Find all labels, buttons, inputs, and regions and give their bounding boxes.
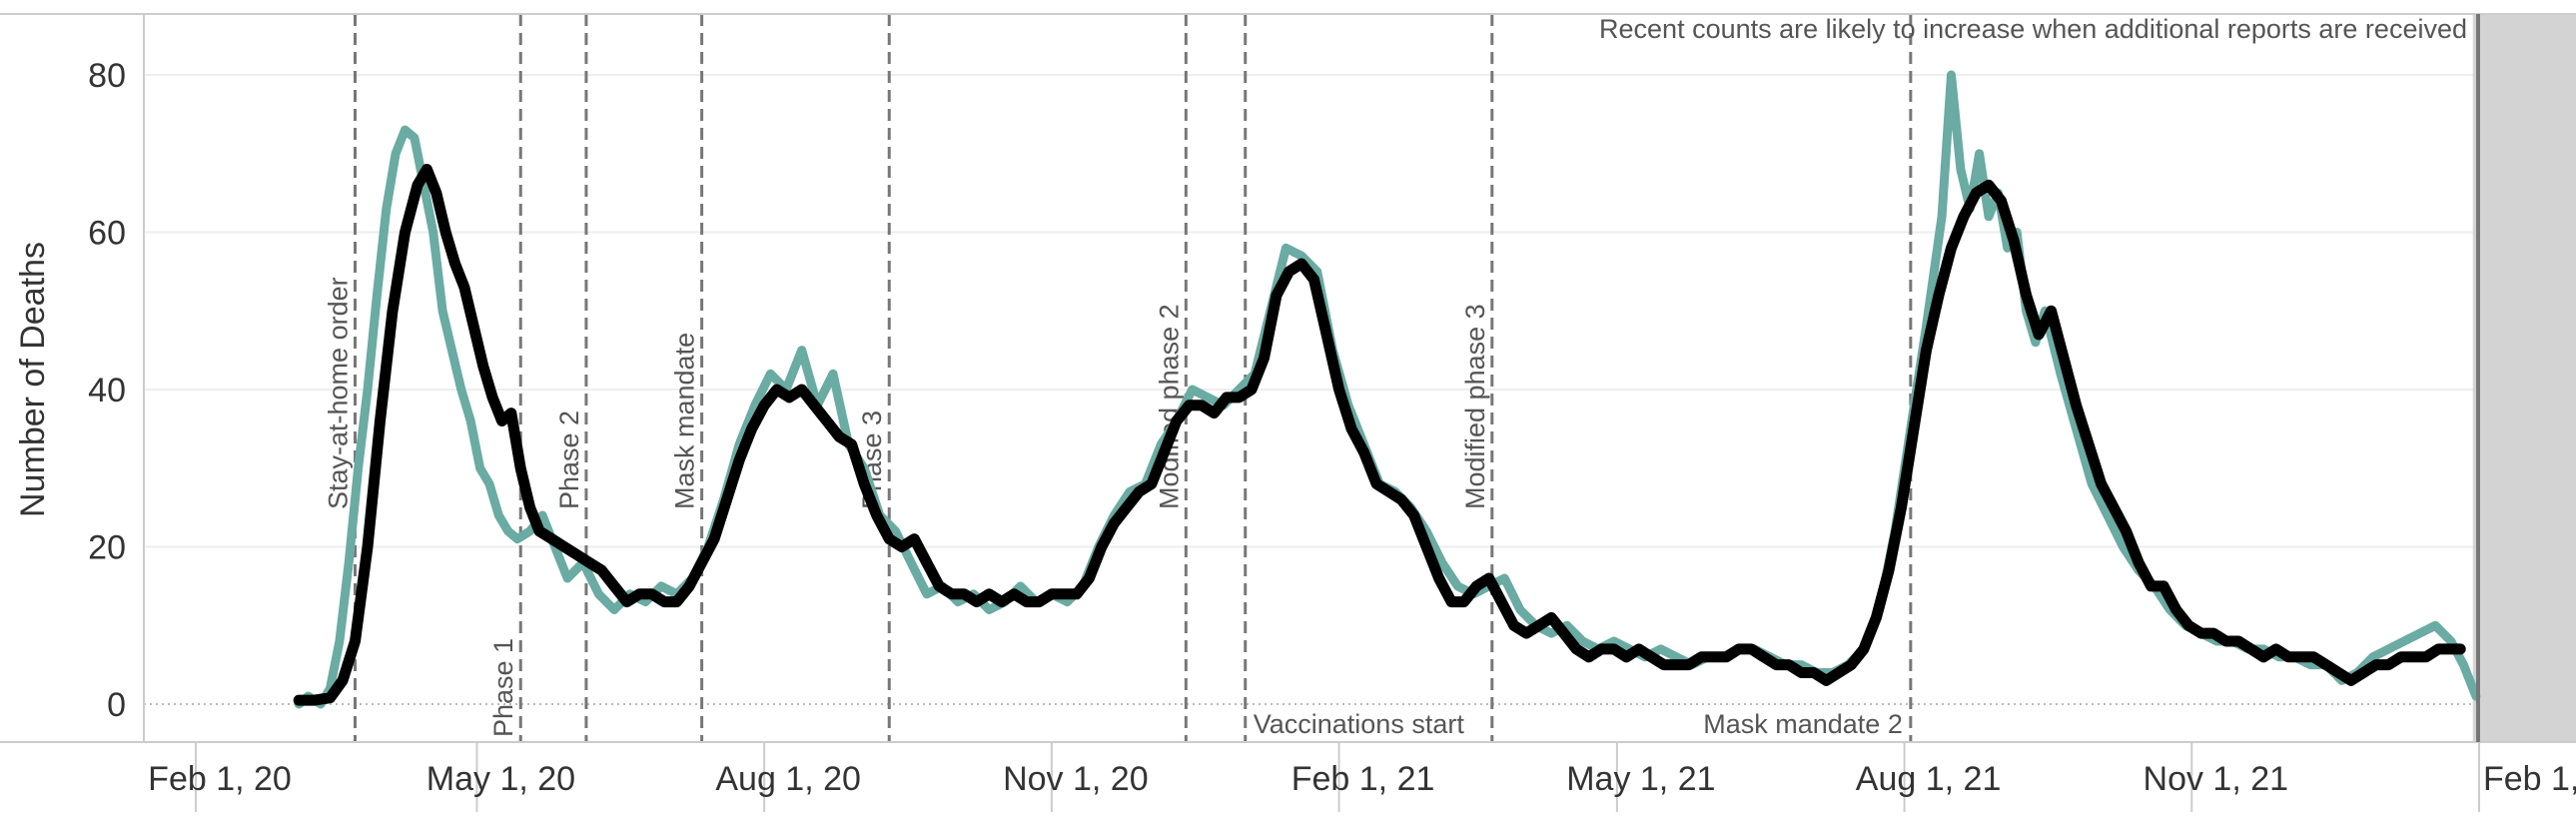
y-tick-label: 60 <box>88 215 126 253</box>
y-tick-label: 0 <box>107 686 126 724</box>
rolling-average-line <box>293 164 2466 706</box>
x-tick-label: Nov 1, 21 <box>2144 760 2289 798</box>
event-label: Stay-at-home order <box>323 277 353 509</box>
y-tick-label: 80 <box>88 57 126 95</box>
recent-counts-note: Recent counts are likely to increase whe… <box>1599 14 2467 44</box>
event-label: Phase 2 <box>554 411 584 509</box>
series <box>293 70 2481 709</box>
x-tick-label: Feb 1, 21 <box>1291 760 1435 798</box>
event-label: Phase 1 <box>488 638 518 737</box>
grid <box>144 74 2478 705</box>
x-tick-label: Feb 1, 20 <box>148 760 292 798</box>
x-tick-label: Aug 1, 21 <box>1856 760 2002 798</box>
event-label: Modified phase 3 <box>1460 304 1490 509</box>
event-label: Mask mandate 2 <box>1703 709 1903 739</box>
x-tick-label: Aug 1, 20 <box>715 760 861 798</box>
y-tick-label: 20 <box>88 529 126 567</box>
x-tick-label: Feb 1, <box>2483 760 2576 798</box>
recent-data-shaded-region <box>2472 14 2576 742</box>
y-axis-title: Number of Deaths <box>14 242 52 517</box>
event-label: Vaccinations start <box>1254 709 1465 739</box>
y-tick-label: 40 <box>88 372 126 410</box>
event-label: Mask mandate <box>670 333 700 509</box>
x-tick-label: May 1, 20 <box>427 760 575 798</box>
x-tick-label: May 1, 21 <box>1566 760 1715 798</box>
axes: 0 20 40 60 80 Feb 1, 20 May 1, 20 Aug 1, 20 Nov … <box>0 13 2576 812</box>
x-tick-label: Nov 1, 20 <box>1003 760 1149 798</box>
